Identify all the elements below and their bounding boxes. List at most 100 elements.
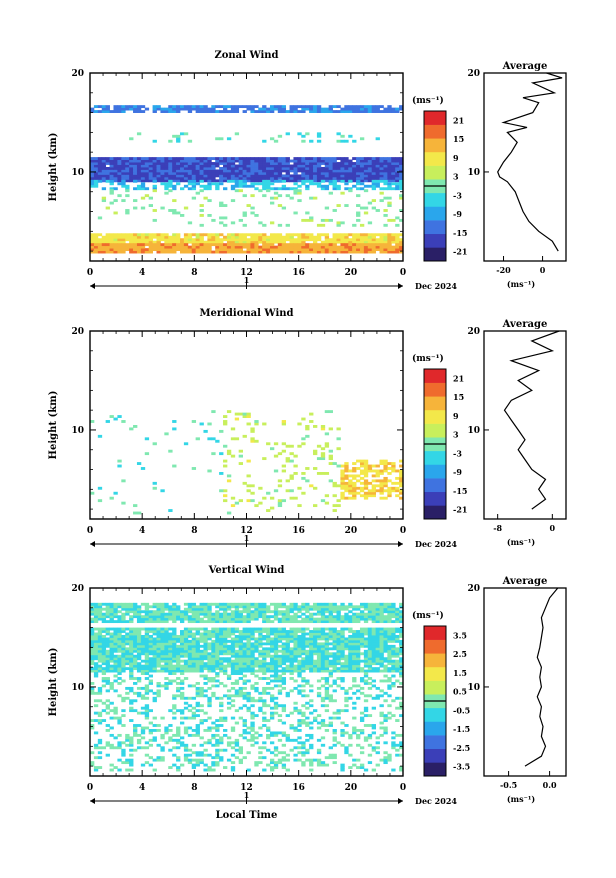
vertical-cell — [380, 628, 384, 631]
vertical-cell — [340, 633, 344, 636]
vertical-cell — [258, 608, 262, 611]
vertical-cell — [227, 660, 231, 663]
zonal-cell — [121, 185, 125, 188]
zonal-cell — [356, 182, 360, 185]
vertical-cell — [235, 741, 239, 744]
zonal-cell — [98, 243, 102, 246]
zonal-cell — [305, 233, 309, 236]
zonal-cell — [356, 105, 360, 108]
vertical-cell — [106, 657, 110, 660]
vertical-cell — [356, 647, 360, 650]
meridional-day-arrow-left — [90, 541, 95, 547]
meridional-cell — [368, 489, 372, 492]
vertical-cell — [129, 670, 133, 673]
vertical-cell — [137, 633, 141, 636]
meridional-cell — [364, 482, 368, 485]
vertical-cell — [157, 759, 161, 762]
vertical-cell — [282, 756, 286, 759]
vertical-cell — [113, 633, 117, 636]
zonal-cell — [125, 169, 129, 172]
vertical-cell — [192, 647, 196, 650]
vertical-cell — [317, 650, 321, 653]
vertical-cell — [376, 655, 380, 658]
zonal-cell — [141, 248, 145, 251]
zonal-cell — [223, 179, 227, 182]
zonal-cell — [391, 236, 395, 239]
vertical-cell — [180, 652, 184, 655]
zonal-cell — [137, 251, 141, 254]
zonal-cell — [325, 172, 329, 175]
meridional-colorbar-band — [424, 505, 446, 519]
vertical-cell — [133, 633, 137, 636]
vertical-cell — [278, 759, 282, 762]
zonal-cell — [321, 157, 325, 160]
zonal-cell — [211, 177, 215, 180]
vertical-cell — [137, 615, 141, 618]
zonal-cell — [383, 160, 387, 163]
zonal-cell — [247, 248, 251, 251]
vertical-cell — [254, 618, 258, 621]
vertical-cell — [278, 650, 282, 653]
zonal-cell — [153, 246, 157, 249]
meridional-cell — [325, 502, 329, 505]
vertical-cell — [94, 670, 98, 673]
vertical-cell — [98, 746, 102, 749]
vertical-cell — [113, 642, 117, 645]
vertical-cell — [243, 615, 247, 618]
vertical-cell — [184, 729, 188, 732]
zonal-cell — [356, 172, 360, 175]
vertical-cell — [235, 749, 239, 752]
zonal-cell — [121, 251, 125, 254]
vertical-cell — [270, 670, 274, 673]
zonal-cell — [270, 179, 274, 182]
vertical-cell — [372, 615, 376, 618]
vertical-cell — [121, 714, 125, 717]
vertical-cell — [160, 746, 164, 749]
zonal-cell — [113, 236, 117, 239]
zonal-cell — [239, 243, 243, 246]
vertical-cell — [380, 727, 384, 730]
vertical-cell — [207, 605, 211, 608]
zonal-cell — [227, 238, 231, 241]
zonal-cell — [180, 246, 184, 249]
zonal-cell — [219, 177, 223, 180]
vertical-cell — [333, 756, 337, 759]
zonal-cell — [325, 165, 329, 168]
vertical-cell — [391, 630, 395, 633]
vertical-cell — [387, 603, 391, 606]
zonal-cell — [176, 157, 180, 160]
vertical-cell — [247, 751, 251, 754]
meridional-cell — [344, 477, 348, 480]
vertical-cell — [282, 662, 286, 665]
vertical-cell — [180, 741, 184, 744]
vertical-cell — [172, 645, 176, 648]
vertical-cell — [141, 670, 145, 673]
vertical-cell — [290, 603, 294, 606]
vertical-cell — [160, 620, 164, 623]
vertical-cell — [262, 719, 266, 722]
vertical-cell — [215, 744, 219, 747]
zonal-cell — [133, 251, 137, 254]
zonal-cell — [395, 187, 399, 190]
zonal-cell — [172, 108, 176, 111]
vertical-cell — [121, 642, 125, 645]
zonal-cell — [364, 238, 368, 241]
vertical-cell — [368, 724, 372, 727]
vertical-cell — [149, 637, 153, 640]
zonal-cell — [247, 108, 251, 111]
vertical-cell — [200, 645, 204, 648]
zonal-cell — [395, 238, 399, 241]
zonal-cell — [110, 182, 114, 185]
zonal-cell — [200, 214, 204, 217]
vertical-cell — [391, 769, 395, 772]
vertical-cell — [309, 650, 313, 653]
zonal-cell — [247, 177, 251, 180]
zonal-cell — [157, 233, 161, 236]
meridional-cell — [340, 470, 344, 473]
vertical-cell — [274, 618, 278, 621]
zonal-cell — [164, 157, 168, 160]
vertical-cell — [117, 647, 121, 650]
zonal-cell — [352, 238, 356, 241]
vertical-cell — [278, 635, 282, 638]
